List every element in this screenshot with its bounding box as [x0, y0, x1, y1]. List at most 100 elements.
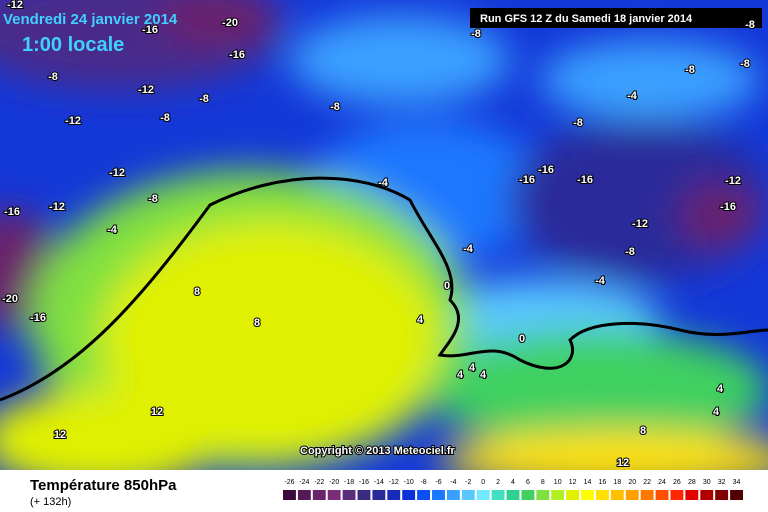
contour-label: -16 — [538, 164, 554, 176]
contour-label: -12 — [138, 84, 154, 96]
scale-swatch — [521, 490, 535, 500]
scale-swatch — [417, 490, 431, 500]
contour-label: -16 — [30, 312, 46, 324]
contour-label: -16 — [142, 24, 158, 36]
contour-label: 8 — [640, 425, 646, 437]
color-scale: -26 -24 -22 -20 -18 -16 -14 -12 -10 -8 -6 -4 -2 0 2 4 6 8… — [283, 479, 743, 500]
scale-swatch — [670, 490, 684, 500]
scale-swatch — [536, 490, 550, 500]
contour-label: -8 — [199, 93, 209, 105]
contour-label: -12 — [725, 175, 741, 187]
temperature-field — [0, 0, 768, 470]
contour-label: 8 — [194, 286, 200, 298]
scale-swatch — [402, 490, 416, 500]
contour-label: -12 — [65, 115, 81, 127]
scale-label: 18 — [613, 479, 621, 486]
contour-label: -20 — [222, 17, 238, 29]
scale-label: -14 — [374, 479, 384, 486]
scale-swatch — [312, 490, 326, 500]
scale-label: -20 — [329, 479, 339, 486]
contour-label: -4 — [463, 243, 474, 255]
map-title: Vendredi 24 janvier 2014 — [3, 11, 178, 28]
contour-label: 12 — [617, 457, 629, 469]
contour-label: 0 — [519, 333, 525, 345]
contour-label: -8 — [471, 28, 481, 40]
scale-label: 0 — [481, 479, 485, 486]
contour-label: -8 — [745, 19, 755, 31]
scale-label: 16 — [599, 479, 607, 486]
run-box — [470, 8, 762, 28]
scale-label: 20 — [628, 479, 636, 486]
scale-swatch — [297, 490, 311, 500]
scale-swatch — [342, 490, 356, 500]
contour-label: -8 — [330, 101, 340, 113]
contour-label: -20 — [2, 293, 18, 305]
scale-swatch — [491, 490, 505, 500]
scale-label: -6 — [435, 479, 441, 486]
scale-label: 34 — [733, 479, 741, 486]
contour-label: -4 — [627, 90, 638, 102]
contour-label: -12 — [632, 218, 648, 230]
contour-label: -12 — [7, 0, 23, 11]
scale-label: -16 — [359, 479, 369, 486]
lead-label: (+ 132h) — [30, 496, 71, 508]
scale-swatch — [506, 490, 520, 500]
contour-label: -16 — [4, 206, 20, 218]
contour-label: -8 — [740, 58, 750, 70]
scale-swatch — [461, 490, 475, 500]
contour-label: -12 — [109, 167, 125, 179]
scale-label: 30 — [703, 479, 711, 486]
scale-label: 32 — [718, 479, 726, 486]
scale-label: 4 — [511, 479, 515, 486]
scale-swatch — [476, 490, 490, 500]
scale-label: -12 — [389, 479, 399, 486]
contour-label: -8 — [573, 117, 583, 129]
scale-swatch — [730, 490, 743, 500]
contour-label: 4 — [469, 362, 476, 374]
scale-swatch — [700, 490, 714, 500]
scale-swatch — [283, 490, 296, 500]
scale-label: 2 — [496, 479, 500, 486]
scale-swatch — [446, 490, 460, 500]
scale-label: -26 — [284, 479, 294, 486]
scale-label: 14 — [584, 479, 592, 486]
run-label: Run GFS 12 Z du Samedi 18 janvier 2014 — [480, 13, 693, 25]
contour-label: -16 — [519, 174, 535, 186]
scale-swatch — [357, 490, 371, 500]
scale-swatch — [655, 490, 669, 500]
contour-label: -4 — [378, 177, 389, 189]
contour-label: -8 — [685, 64, 695, 76]
contour-label: -8 — [160, 112, 170, 124]
scale-swatch — [640, 490, 654, 500]
contour-label: -4 — [107, 224, 118, 236]
scale-label: 12 — [569, 479, 577, 486]
contour-label: -8 — [48, 71, 58, 83]
zero-isotherm — [0, 176, 768, 402]
scale-swatch — [581, 490, 594, 500]
scale-swatch — [372, 490, 386, 500]
scale-label: -8 — [420, 479, 426, 486]
scale-swatch — [595, 490, 609, 500]
contour-label: 4 — [480, 369, 487, 381]
contour-label: 4 — [717, 383, 724, 395]
scale-label: -22 — [314, 479, 324, 486]
contour-label: 8 — [254, 317, 260, 329]
contour-label: 12 — [54, 429, 66, 441]
scale-swatch — [685, 490, 699, 500]
scale-swatch — [432, 490, 445, 500]
scale-label: -4 — [450, 479, 456, 486]
contour-label: -16 — [720, 201, 736, 213]
copyright: Copyright © 2013 Meteociel.fr — [300, 445, 456, 457]
scale-swatch — [715, 490, 729, 500]
scale-label: 26 — [673, 479, 681, 486]
scale-swatch — [625, 490, 639, 500]
scale-label: 24 — [658, 479, 666, 486]
scale-label: 10 — [554, 479, 562, 486]
contour-labels: -12-20-16-16-8-12-8-12 -8-8-12-16 -12-8-4-… — [1, 0, 756, 470]
scale-swatch — [551, 490, 565, 500]
scale-swatch — [387, 490, 401, 500]
scale-swatch — [610, 490, 624, 500]
scale-label: -18 — [344, 479, 354, 486]
scale-label: 8 — [541, 479, 545, 486]
